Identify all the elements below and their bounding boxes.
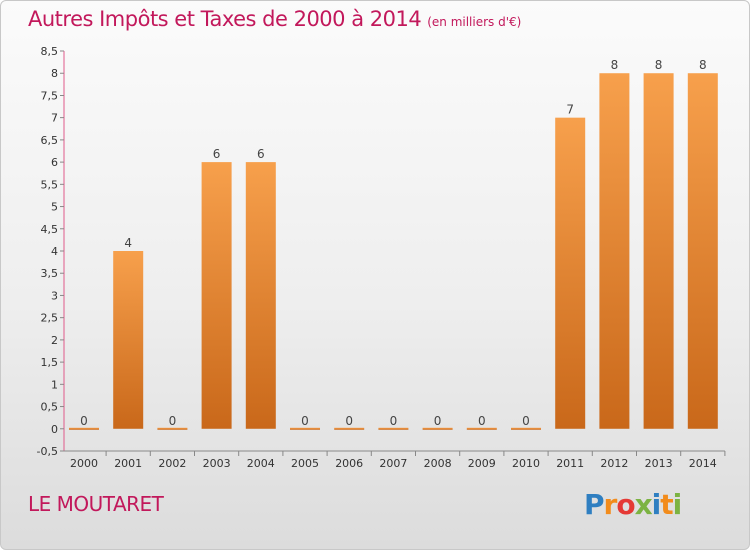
logo-letter: i bbox=[672, 488, 683, 521]
y-tick-label: 3 bbox=[51, 289, 58, 302]
bar bbox=[113, 251, 144, 429]
y-tick-label: 5 bbox=[51, 201, 58, 214]
x-tick-label: 2014 bbox=[689, 457, 717, 470]
y-tick-label: -0,5 bbox=[37, 445, 58, 458]
bar bbox=[157, 427, 188, 430]
bar-value-label: 0 bbox=[434, 414, 442, 428]
bar bbox=[643, 73, 674, 429]
bar-value-label: 6 bbox=[257, 147, 265, 161]
commune-name: LE MOUTARET bbox=[28, 492, 164, 516]
logo-letter: t bbox=[660, 488, 673, 521]
bar bbox=[290, 427, 320, 430]
x-tick-label: 2013 bbox=[645, 457, 673, 470]
y-tick-label: 7 bbox=[51, 112, 58, 125]
y-tick-label: 4,5 bbox=[41, 223, 59, 236]
y-tick-label: 6,5 bbox=[41, 134, 59, 147]
x-tick-label: 2005 bbox=[291, 457, 319, 470]
y-tick-label: 2,5 bbox=[41, 312, 59, 325]
x-tick-label: 2011 bbox=[556, 457, 584, 470]
x-tick-label: 2003 bbox=[203, 457, 231, 470]
y-tick-label: 8 bbox=[51, 67, 58, 80]
bar bbox=[555, 117, 586, 429]
x-tick-label: 2006 bbox=[335, 457, 363, 470]
bars: 0 4 0 6 6 0 0 0 0 0 0 7 8 8 8 bbox=[69, 58, 718, 430]
x-tick-label: 2000 bbox=[70, 457, 98, 470]
logo-letter: o bbox=[616, 488, 635, 521]
bar-value-label: 7 bbox=[566, 103, 574, 117]
x-tick-label: 2004 bbox=[247, 457, 275, 470]
y-tick-label: 5,5 bbox=[41, 178, 59, 191]
proxiti-logo[interactable]: Proxiti bbox=[584, 488, 683, 521]
x-axis: 2000 2001 2002 2003 2004 2005 2006 2007 2008 2009… bbox=[64, 450, 726, 470]
bar bbox=[378, 427, 409, 430]
chart-title: Autres Impôts et Taxes de 2000 à 2014 (en… bbox=[28, 7, 521, 31]
bar-value-label: 8 bbox=[655, 58, 663, 72]
y-tick-label: 1,5 bbox=[41, 356, 59, 369]
x-tick-label: 2001 bbox=[114, 457, 142, 470]
y-tick-label: 0,5 bbox=[41, 401, 59, 414]
y-axis: -0,5 0 0,5 1 1,5 2 2,5 3 3,5 4 4,5 5 5,5 6 6,5 7 7,5 8 8,5 bbox=[37, 45, 65, 458]
bar bbox=[599, 73, 630, 429]
bar-value-label: 8 bbox=[611, 58, 619, 72]
y-tick-label: 1 bbox=[51, 378, 58, 391]
bar-value-label: 0 bbox=[390, 414, 398, 428]
bar-value-label: 0 bbox=[478, 414, 486, 428]
bar-value-label: 4 bbox=[124, 236, 132, 250]
logo-letter: P bbox=[584, 488, 605, 521]
bar-value-label: 6 bbox=[213, 147, 221, 161]
bar bbox=[201, 162, 232, 429]
bar bbox=[687, 73, 718, 429]
bar-value-label: 0 bbox=[169, 414, 177, 428]
bar bbox=[422, 427, 453, 430]
x-tick-label: 2002 bbox=[158, 457, 186, 470]
bar-value-label: 0 bbox=[522, 414, 530, 428]
y-tick-label: 6 bbox=[51, 156, 58, 169]
logo-letter: i bbox=[651, 488, 662, 521]
bar bbox=[466, 427, 497, 430]
bar-value-label: 0 bbox=[301, 414, 309, 428]
y-tick-label: 2 bbox=[51, 334, 58, 347]
bar-value-label: 0 bbox=[345, 414, 353, 428]
bar bbox=[511, 427, 541, 430]
x-tick-label: 2010 bbox=[512, 457, 540, 470]
bar bbox=[69, 427, 99, 430]
x-tick-label: 2007 bbox=[379, 457, 407, 470]
x-tick-label: 2012 bbox=[600, 457, 628, 470]
bar-value-label: 8 bbox=[699, 58, 707, 72]
logo-letter: r bbox=[603, 488, 618, 521]
y-tick-label: 7,5 bbox=[41, 89, 59, 102]
bar bbox=[245, 162, 276, 429]
bar bbox=[334, 427, 365, 430]
bar-value-label: 0 bbox=[80, 414, 88, 428]
y-tick-label: 8,5 bbox=[41, 45, 59, 58]
chart-title-text: Autres Impôts et Taxes de 2000 à 2014 bbox=[28, 7, 422, 31]
x-tick-label: 2008 bbox=[424, 457, 452, 470]
y-tick-label: 0 bbox=[51, 423, 58, 436]
chart-unit: (en milliers d'€) bbox=[427, 15, 522, 29]
logo-letter: x bbox=[634, 488, 653, 521]
x-tick-label: 2009 bbox=[468, 457, 496, 470]
y-tick-label: 3,5 bbox=[41, 267, 59, 280]
y-tick-label: 4 bbox=[51, 245, 58, 258]
